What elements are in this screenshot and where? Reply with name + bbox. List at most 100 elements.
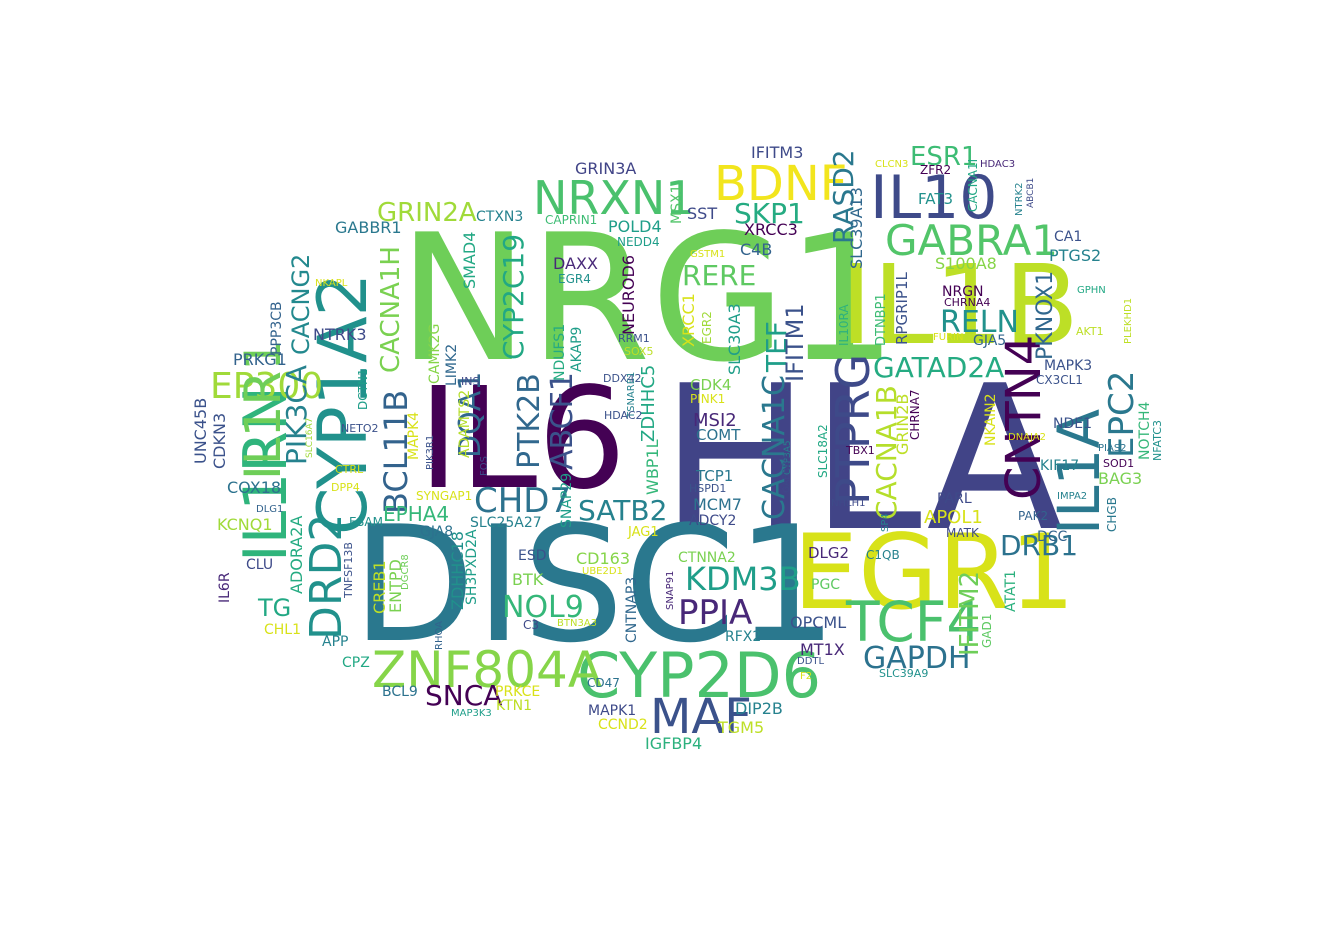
word: EGR2 [700,311,714,344]
word: HLA [660,343,1064,576]
word: LIMK2 [444,343,460,386]
word: GABRB3 [782,455,792,493]
word: IMPA2 [1057,491,1088,502]
word: ADORA2A [287,515,306,594]
word: GSTM1 [690,249,726,260]
word: C3 [523,618,540,632]
word: CACNA1H [376,246,406,373]
word: SLC16A7 [305,417,315,458]
word: PKNOX1 [1033,270,1058,360]
word: KIF17 [1040,458,1080,474]
word: WBP1L [643,439,662,495]
word: PPIA [678,593,753,633]
word: MSI2 [693,410,737,431]
word: IL1B [840,241,1080,369]
word: PLEKHD1 [1123,297,1134,344]
word: CDKN3 [210,412,229,469]
word: RERE [682,259,757,292]
word: GRIN3A [575,159,637,178]
word: NFATC3 [1151,420,1164,461]
word: GPHN [1077,285,1106,296]
word: CAMK2G [427,323,443,384]
word: PRKCE [495,684,541,700]
word: GAPDH [863,641,971,676]
word: CACNA1I [966,158,980,212]
word: SLC18A2 [816,424,830,478]
word: CTRL [335,463,364,476]
word: CDK4 [690,376,732,394]
word: DIP2B [735,699,783,718]
word: IFITM3 [751,143,804,162]
word: RELN [940,305,1019,340]
word: DDTL [797,656,825,667]
word: BCL9 [382,684,418,700]
word: SLC39A13 [847,187,866,269]
word: NEDD4 [617,235,660,249]
word: KDM3B [685,560,801,598]
word: BDNF [714,156,848,212]
word: ZFR2 [920,163,952,177]
word: RFX2 [725,629,762,645]
word: PINK1 [690,392,726,406]
word: CHD7 [474,481,572,521]
word: NKAPL [315,278,348,289]
word: BTN3A3 [557,618,598,629]
word: DPP4 [331,481,360,494]
word: NRGN [942,284,984,300]
word: DRB1 [1000,529,1079,562]
word: CYP2C19 [497,233,530,360]
word: SNCA [425,679,503,712]
word: OPCML [790,613,847,632]
word: JAG1 [628,525,659,540]
word: CLCN3 [875,159,909,170]
word: MAPK1 [588,703,637,719]
word: MT1X [800,640,845,659]
word: CA1 [1054,229,1083,245]
word: EGR4 [558,272,591,286]
word: DLG2 [808,544,850,562]
word: NETO2 [341,422,379,435]
word: GRIN2A [377,198,477,228]
word: GAD1 [980,613,994,648]
word: TGM5 [718,718,765,737]
word: MATK [946,526,979,540]
word: ATAT1 [1003,570,1019,612]
word: DNAJA2 [1008,432,1046,443]
word: SYNGAP1 [416,489,473,503]
word: AKAP9 [569,326,585,372]
word: NOTCH4 [1137,401,1153,460]
word: IL10RA [837,304,851,346]
word: HDAC3 [980,159,1016,170]
word: ESAM [349,515,383,529]
word: NOL9 [502,590,584,625]
word: SNAP29 [559,472,575,528]
word: MAPK4 [406,411,422,460]
word: XRCC3 [744,220,798,239]
word: KTN1 [496,698,533,714]
word: SLC39A9 [879,667,929,680]
word: GATAD2A [873,351,1005,384]
word: PAK2 [1018,509,1049,523]
word: APOL1 [924,507,983,528]
word: DCTN1 [356,368,370,410]
word: CTXN3 [476,209,524,225]
word: CHL1 [264,622,302,638]
word: ZNF804A [372,641,603,699]
word: CCND2 [598,717,648,733]
word: HSPD1 [689,482,727,495]
word: PGC [811,577,841,593]
word: PPP3CB [269,301,285,355]
word: CX3CL1 [1036,373,1083,387]
word: HDAC2 [604,409,643,422]
word: TCP1 [696,467,734,485]
word: BTK [512,570,544,589]
word: PRKG1 [233,350,287,369]
word: DDX42 [603,372,642,385]
word: ZDHHC5 [638,364,659,442]
word: CHRNA7 [908,389,922,440]
word: DAXX [553,254,598,273]
word: CLU [246,557,274,573]
word: CHRNA4 [944,296,991,309]
word: TG [258,594,292,622]
word: CPZ [342,655,370,671]
